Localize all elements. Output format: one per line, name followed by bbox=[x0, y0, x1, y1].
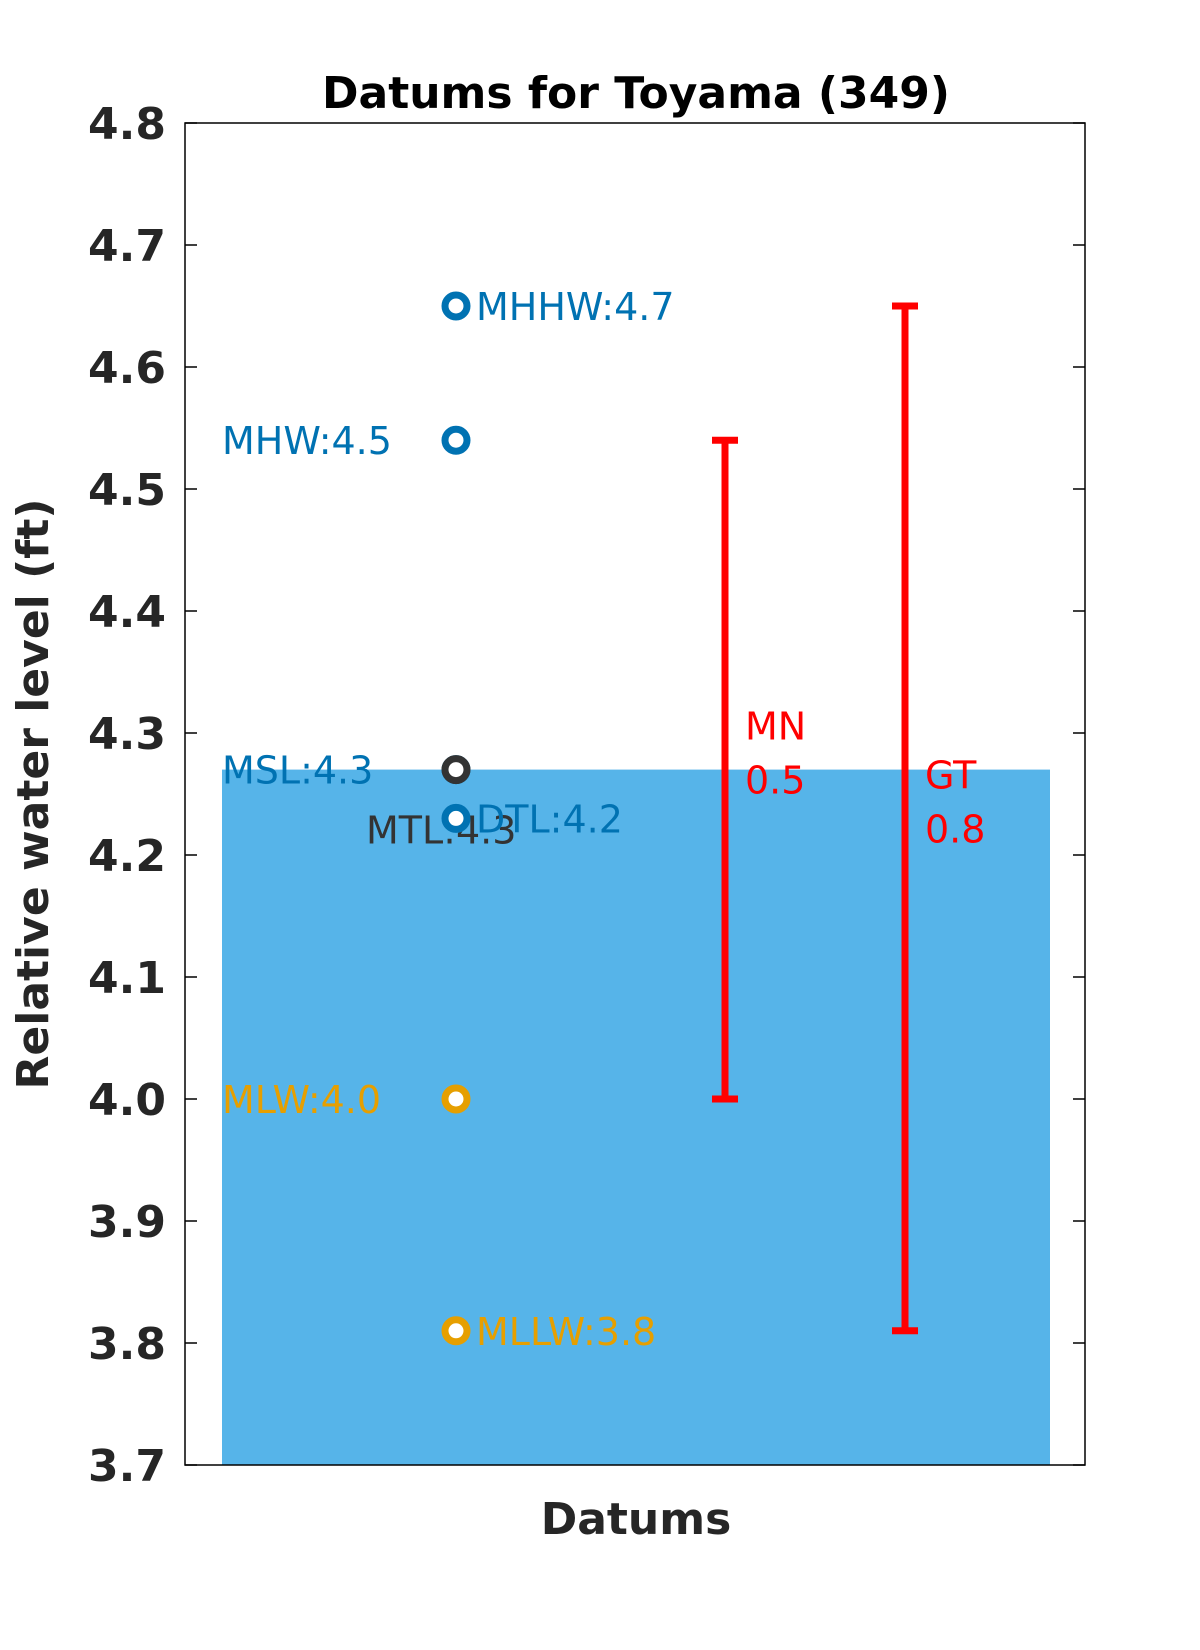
datum-marker bbox=[441, 755, 471, 785]
y-tick-label: 4.0 bbox=[88, 1075, 166, 1126]
range-label-mn: MN bbox=[745, 705, 806, 749]
y-tick-label: 4.8 bbox=[88, 99, 166, 150]
range-value-gt: 0.8 bbox=[925, 807, 985, 851]
range-value-mn: 0.5 bbox=[745, 759, 805, 803]
datum-mhhw: MHHW:4.7 bbox=[441, 285, 675, 329]
y-tick-label: 4.3 bbox=[88, 709, 166, 760]
datum-label: MLLW:3.8 bbox=[476, 1310, 656, 1354]
plot-area: 3.7 3.8 3.9 4.0 4.1 4.2 4.3 4.4 4.5 4.6 4.7 4.8 MN 0… bbox=[88, 99, 1086, 1492]
axes-frame bbox=[184, 122, 1086, 1466]
datum-label: MHHW:4.7 bbox=[476, 285, 675, 329]
x-axis-label: Datums bbox=[541, 1494, 732, 1545]
y-tick-label: 3.8 bbox=[88, 1319, 166, 1370]
datum-label: MTL:4.3 bbox=[366, 809, 516, 853]
datum-mlw: MLW:4.0 bbox=[222, 1078, 471, 1122]
range-bars: MN 0.5 GT 0.8 bbox=[712, 302, 985, 1335]
y-axis-label: Relative water level (ft) bbox=[8, 499, 59, 1090]
datum-marker bbox=[441, 425, 471, 455]
range-gt: GT 0.8 bbox=[892, 302, 985, 1335]
datum-mllw: MLLW:3.8 bbox=[441, 1310, 656, 1354]
datum-dtl: DTL:4.2 bbox=[441, 797, 623, 841]
y-tick-label: 3.9 bbox=[88, 1197, 166, 1248]
datum-marker bbox=[441, 291, 471, 321]
datum-mtl: MTL:4.3 bbox=[366, 755, 516, 853]
range-mn: MN 0.5 bbox=[712, 436, 806, 1103]
y-tick-label: 4.7 bbox=[88, 221, 166, 272]
datum-label: DTL:4.2 bbox=[476, 797, 623, 841]
y-tick-label: 4.5 bbox=[88, 465, 166, 516]
datum-label: MSL:4.3 bbox=[222, 749, 373, 793]
datum-marker bbox=[441, 1084, 471, 1114]
y-axis-ticks: 3.7 3.8 3.9 4.0 4.1 4.2 4.3 4.4 4.5 4.6 4.7 4.8 bbox=[88, 99, 1085, 1492]
y-tick-label: 4.1 bbox=[88, 953, 166, 1004]
y-tick-label: 3.7 bbox=[88, 1441, 166, 1492]
y-tick-label: 4.4 bbox=[88, 587, 166, 638]
range-label-gt: GT bbox=[925, 753, 977, 797]
datum-label: MLW:4.0 bbox=[222, 1078, 381, 1122]
datum-label: MHW:4.5 bbox=[222, 419, 392, 463]
datum-mhw: MHW:4.5 bbox=[222, 419, 471, 463]
background-bar bbox=[222, 769, 1050, 1465]
y-tick-label: 4.6 bbox=[88, 343, 166, 394]
chart-title: Datums for Toyama (349) bbox=[322, 68, 950, 119]
datum-marker bbox=[441, 1316, 471, 1346]
datum-marker bbox=[441, 803, 471, 833]
y-tick-label: 4.2 bbox=[88, 831, 166, 882]
